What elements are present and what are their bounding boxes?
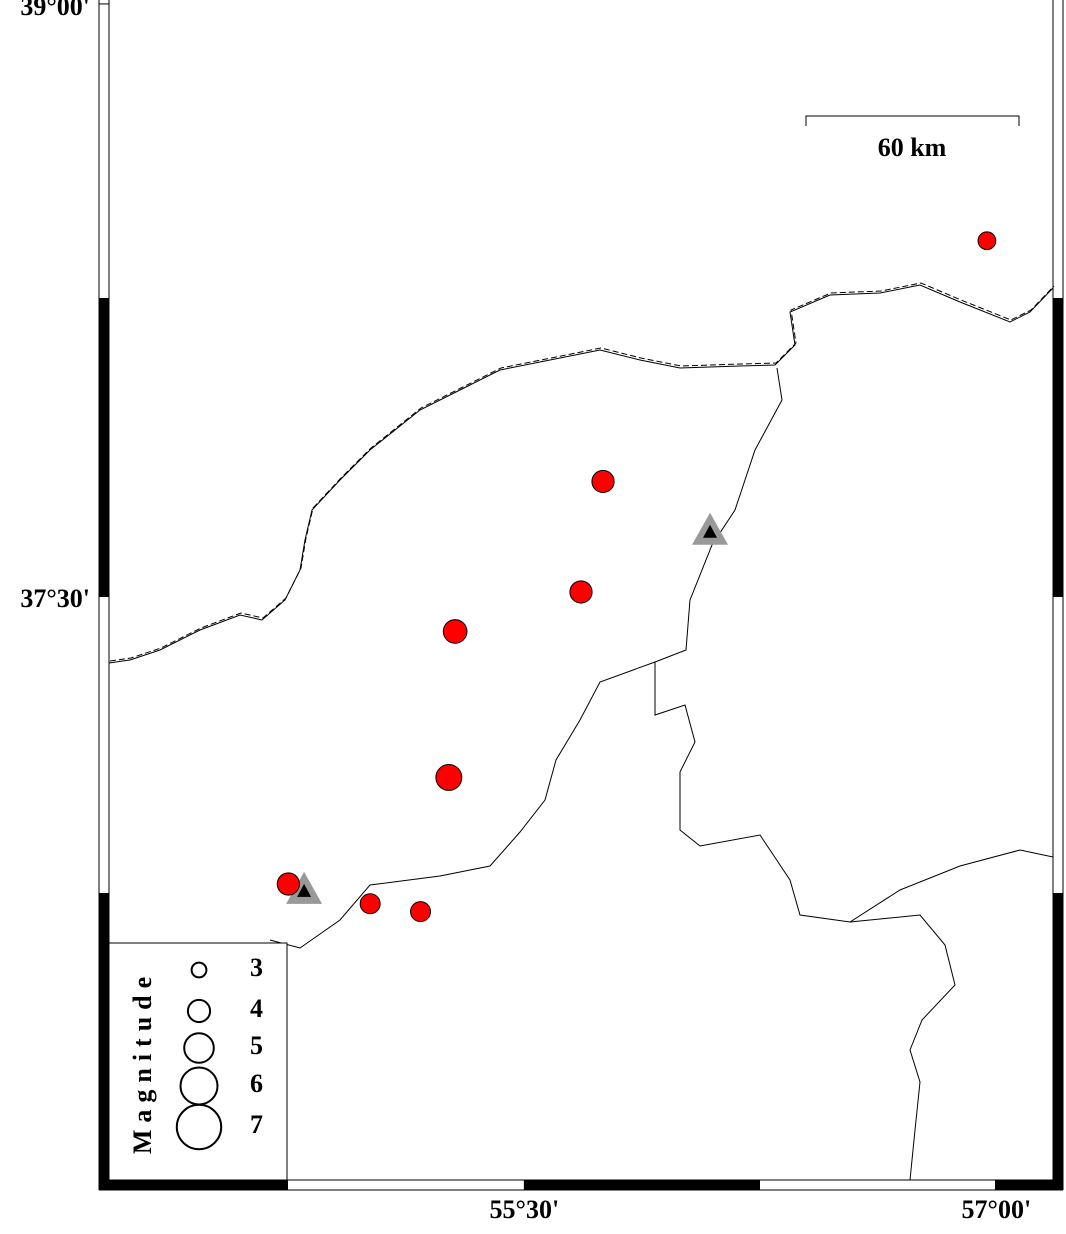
legend-title: Magnitude [128,970,157,1154]
legend-box [108,942,288,1181]
legend-label: 4 [250,994,263,1023]
event [591,469,615,494]
event [359,893,381,915]
coastline [108,284,1054,664]
border [849,914,956,1181]
x-tick-label: 57°00' [962,1195,1032,1224]
data-layer [276,231,997,923]
event [569,580,593,604]
scale-bar: 60 km [805,115,1020,162]
legend-symbol [186,998,212,1024]
legend-symbol [175,1103,223,1151]
border [269,367,783,949]
y-tick-label: 37°30' [20,584,90,613]
event [442,619,468,644]
event [435,764,463,791]
frame-bars [99,298,1063,1190]
border [654,662,1054,923]
border [109,282,1055,662]
y-tick-label: 39°00' [20,0,90,21]
x-tick-label: 55°30' [490,1195,560,1224]
station-core [297,883,312,897]
legend-label: 3 [250,953,263,982]
geography [108,282,1055,1181]
station-core [703,524,718,538]
scale-label: 60 km [878,133,947,162]
event [410,901,432,923]
legend-symbol [190,961,208,979]
legend-label: 5 [250,1031,263,1060]
legend-label: 6 [250,1069,263,1098]
legend-symbol [183,1032,215,1064]
event [276,872,300,896]
event [977,231,997,251]
legend-label: 7 [250,1110,263,1139]
